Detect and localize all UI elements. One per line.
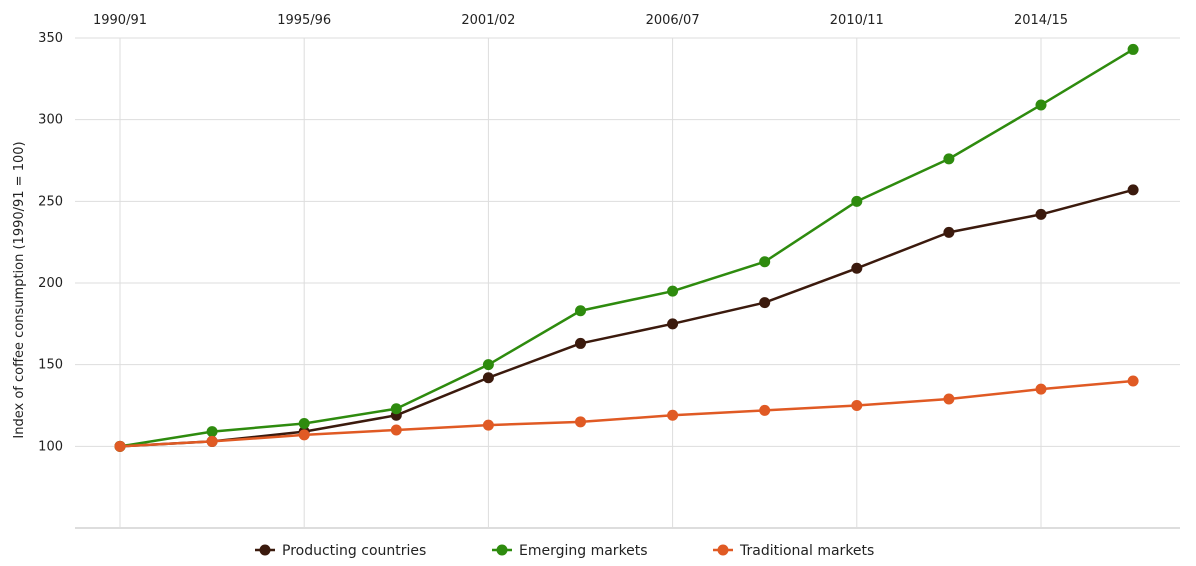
legend-swatch-marker (717, 544, 729, 556)
legend-label: Traditional markets (739, 543, 874, 559)
x-axis-ticks: 1990/91 1995/96 2001/02 2006/07 2010/11 2014/… (93, 13, 1068, 28)
data-point (943, 226, 955, 238)
legend-item: Emerging markets (492, 543, 648, 559)
y-tick-label: 250 (38, 194, 63, 209)
data-point (943, 393, 955, 405)
data-point (759, 297, 771, 309)
data-point (482, 419, 494, 431)
x-tick-label: 1995/96 (277, 13, 331, 28)
data-point (1035, 99, 1047, 111)
data-point (114, 440, 126, 452)
data-point (667, 285, 679, 297)
data-point (759, 256, 771, 268)
data-point (298, 429, 310, 441)
series (114, 43, 1139, 452)
data-point (851, 262, 863, 274)
data-point (482, 359, 494, 371)
data-point (1127, 184, 1139, 196)
x-tick-label: 2001/02 (461, 13, 515, 28)
series-line (119, 48, 1134, 448)
y-tick-label: 200 (38, 276, 63, 291)
series-line (119, 188, 1134, 448)
grid (75, 37, 1180, 529)
data-point (1035, 383, 1047, 395)
data-point (390, 403, 402, 415)
data-point (206, 426, 218, 438)
data-point (390, 424, 402, 436)
data-point (851, 399, 863, 411)
legend-label: Emerging markets (519, 543, 648, 559)
legend-swatch-marker (259, 544, 271, 556)
series-3 (114, 375, 1139, 452)
data-point (575, 416, 586, 428)
x-tick-label: 2014/15 (1014, 13, 1068, 28)
data-point (206, 435, 218, 447)
x-tick-label: 1990/91 (93, 13, 147, 28)
y-tick-label: 150 (38, 358, 63, 373)
x-tick-label: 2006/07 (646, 13, 700, 28)
y-axis-title: Index of coffee consumption (1990/91 = 1… (12, 141, 27, 438)
data-point (1127, 375, 1139, 387)
legend-label: Producting countries (282, 543, 426, 559)
x-tick-label: 2010/11 (830, 13, 884, 28)
legend: Producting countries Emerging markets Trad… (255, 543, 874, 559)
data-point (1035, 208, 1047, 220)
y-tick-label: 350 (38, 31, 63, 46)
data-point (575, 305, 586, 317)
legend-swatch-marker (496, 544, 508, 556)
legend-item: Traditional markets (713, 543, 874, 559)
series-2 (114, 43, 1139, 452)
series-1 (114, 184, 1139, 452)
data-point (667, 409, 679, 421)
data-point (943, 153, 955, 165)
data-point (667, 318, 679, 330)
data-point (575, 337, 586, 349)
data-point (759, 404, 771, 416)
data-point (298, 417, 310, 429)
y-tick-label: 100 (38, 439, 63, 454)
data-point (851, 195, 863, 207)
legend-item: Producting countries (255, 543, 426, 559)
y-tick-label: 300 (38, 113, 63, 128)
series-line (119, 379, 1134, 448)
data-point (1127, 43, 1139, 55)
y-axis-ticks: 100 150 200 250 300 350 (38, 31, 63, 454)
data-point (482, 372, 494, 384)
